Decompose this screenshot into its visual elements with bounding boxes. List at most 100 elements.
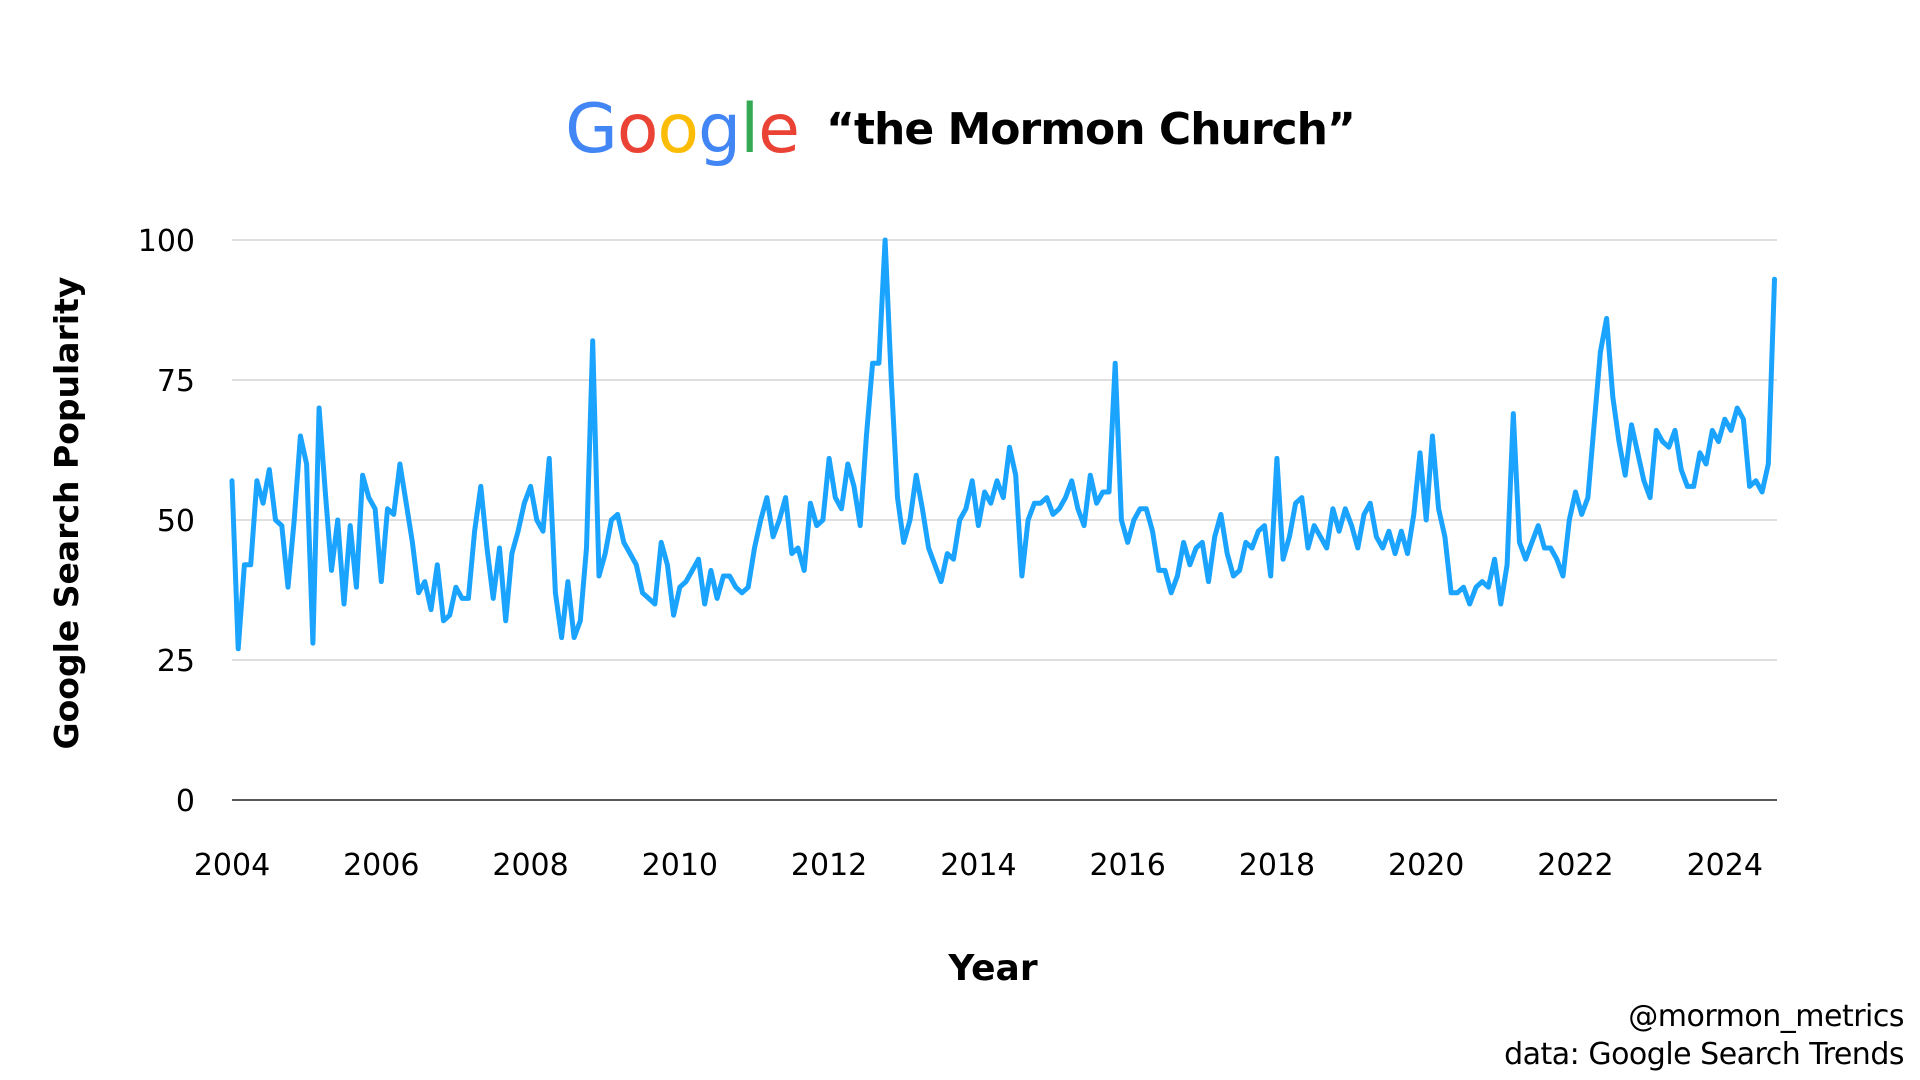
- data-point: [248, 562, 253, 567]
- data-point: [584, 546, 589, 550]
- data-point: [995, 478, 999, 483]
- data-point: [292, 518, 297, 522]
- data-point: [286, 585, 290, 590]
- data-point: [833, 495, 838, 500]
- data-point: [659, 540, 664, 545]
- data-point: [671, 613, 676, 618]
- data-point: [1337, 529, 1342, 534]
- data-point: [1355, 546, 1360, 550]
- data-point: [565, 579, 570, 584]
- data-point: [491, 596, 496, 601]
- data-point: [1200, 540, 1205, 545]
- data-point: [1194, 546, 1199, 550]
- data-point: [410, 540, 415, 545]
- data-point: [1125, 540, 1130, 545]
- y-axis-label: Google Search Popularity: [47, 277, 86, 750]
- data-point: [870, 361, 875, 366]
- google-logo-letter: o: [616, 90, 659, 169]
- data-point: [1281, 557, 1286, 562]
- data-point: [1561, 574, 1565, 578]
- data-point: [1617, 439, 1621, 444]
- data-point: [746, 585, 751, 590]
- data-point: [1399, 529, 1404, 534]
- data-point: [1442, 534, 1447, 539]
- data-point: [895, 495, 900, 500]
- data-point: [1393, 551, 1398, 556]
- data-point: [1529, 540, 1534, 545]
- data-point: [547, 456, 552, 461]
- data-point: [516, 529, 521, 534]
- data-point: [951, 557, 956, 562]
- data-point: [1113, 361, 1118, 366]
- data-point: [1523, 557, 1528, 562]
- data-point: [696, 557, 701, 562]
- data-point: [957, 518, 962, 522]
- data-point: [883, 238, 888, 242]
- data-point: [1069, 478, 1074, 483]
- data-point: [1038, 501, 1043, 506]
- data-point: [1685, 484, 1690, 489]
- data-point: [1673, 428, 1677, 433]
- data-point: [908, 518, 912, 522]
- data-point: [441, 618, 446, 623]
- data-point: [435, 562, 440, 567]
- data-point: [1635, 450, 1640, 455]
- data-point: [503, 618, 508, 623]
- data-point: [1629, 422, 1634, 427]
- data-point: [267, 467, 272, 472]
- data-point: [385, 506, 390, 511]
- data-point: [1362, 512, 1366, 517]
- y-tick-label: 0: [176, 784, 195, 819]
- data-point: [279, 523, 284, 528]
- credit-source: data: Google Search Trends: [1504, 1037, 1904, 1072]
- data-point: [236, 646, 241, 651]
- x-tick-label: 2004: [194, 848, 270, 883]
- data-point: [1511, 411, 1516, 416]
- data-point: [1138, 506, 1143, 511]
- data-point: [820, 518, 825, 522]
- data-point: [1119, 518, 1124, 522]
- data-point: [1156, 568, 1161, 573]
- data-point: [1592, 422, 1597, 427]
- x-tick-label: 2014: [940, 848, 1016, 883]
- data-point: [858, 523, 863, 528]
- data-point: [429, 607, 433, 612]
- data-point: [814, 523, 819, 528]
- data-point: [684, 579, 688, 584]
- data-point: [1505, 562, 1510, 567]
- data-point: [1554, 557, 1559, 562]
- data-point: [702, 602, 707, 606]
- data-point: [621, 540, 626, 545]
- data-point: [304, 462, 309, 466]
- data-point: [1212, 534, 1217, 539]
- data-point: [1225, 551, 1230, 556]
- data-point: [310, 641, 315, 646]
- data-point: [1007, 445, 1012, 450]
- data-point: [485, 546, 489, 550]
- data-point: [1368, 501, 1373, 506]
- data-point: [733, 585, 738, 590]
- data-point: [1766, 462, 1771, 466]
- data-point: [808, 501, 813, 506]
- data-point: [1467, 602, 1472, 606]
- data-point: [261, 501, 266, 506]
- data-point: [1579, 512, 1584, 517]
- x-tick-label: 2010: [642, 848, 718, 883]
- data-point: [982, 490, 987, 494]
- data-point: [391, 512, 396, 517]
- data-point: [335, 518, 340, 522]
- data-point: [1735, 406, 1740, 410]
- data-point: [553, 590, 558, 595]
- data-point: [1747, 484, 1752, 489]
- data-point: [1100, 490, 1105, 494]
- data-point: [1648, 495, 1653, 500]
- data-point: [1163, 568, 1167, 573]
- data-point: [665, 562, 670, 567]
- data-points: [230, 238, 1777, 651]
- data-point: [404, 501, 409, 506]
- data-point: [609, 518, 614, 522]
- data-point: [1455, 590, 1460, 595]
- data-point: [976, 523, 981, 528]
- data-point: [783, 495, 788, 500]
